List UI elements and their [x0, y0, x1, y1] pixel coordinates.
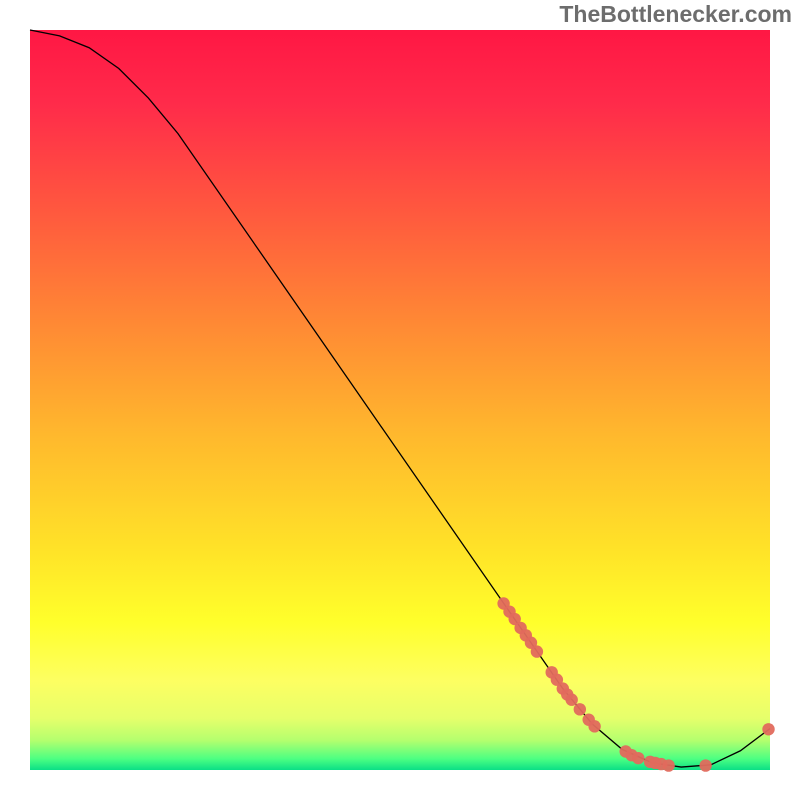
data-marker: [565, 694, 577, 706]
plot-background: [30, 30, 770, 770]
watermark-text: TheBottlenecker.com: [559, 1, 792, 27]
data-marker: [531, 645, 543, 657]
data-marker: [662, 759, 674, 771]
bottleneck-chart: TheBottlenecker.com: [0, 0, 800, 800]
data-marker: [699, 759, 711, 771]
data-marker: [762, 723, 774, 735]
data-marker: [574, 703, 586, 715]
data-marker: [632, 752, 644, 764]
data-marker: [588, 720, 600, 732]
